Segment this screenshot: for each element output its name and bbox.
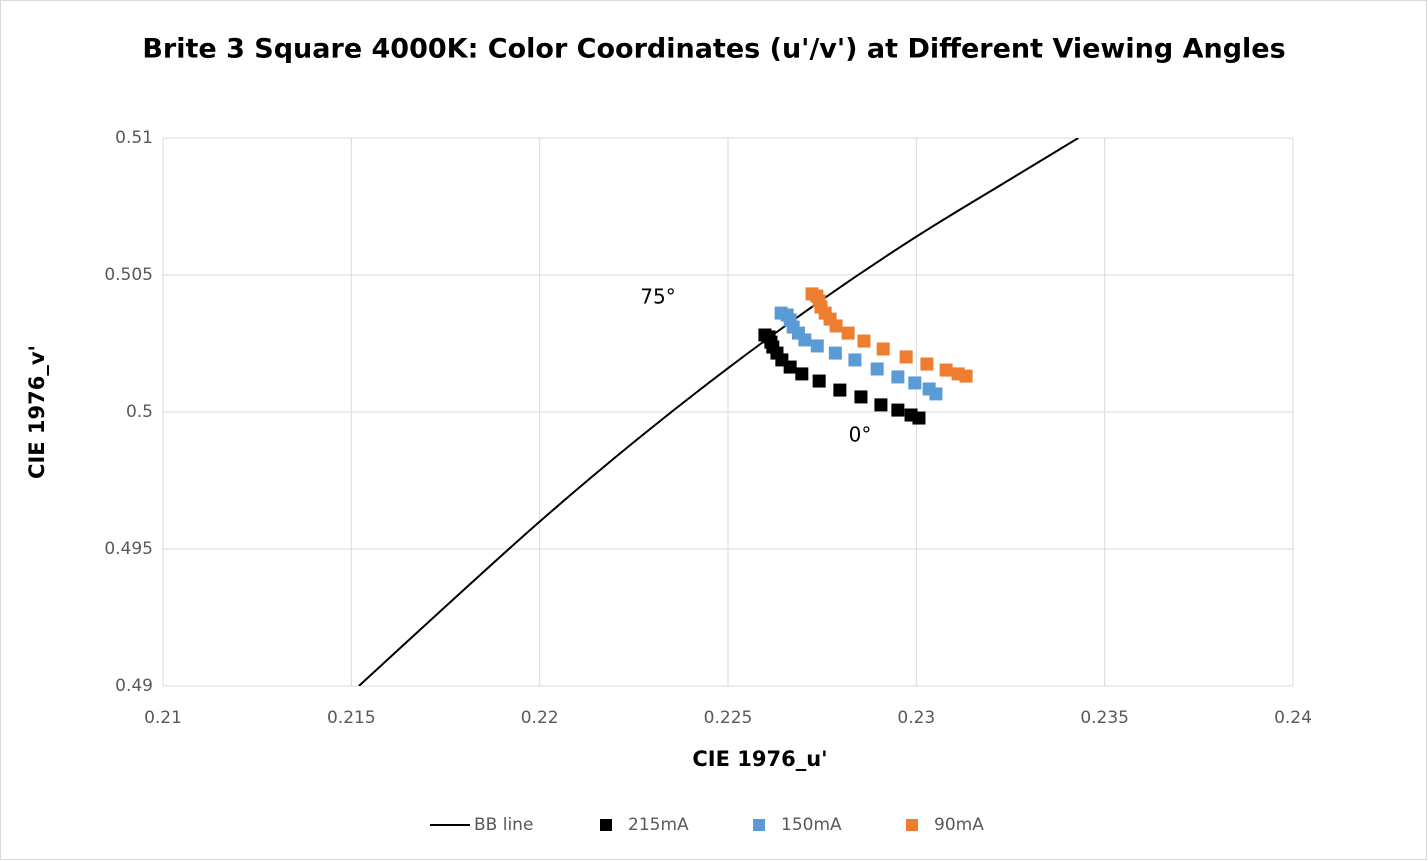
point: [891, 403, 905, 417]
x-tick-label: 0.21: [144, 708, 182, 728]
point: [912, 411, 926, 425]
point: [833, 383, 847, 397]
legend-label: 215mA: [628, 815, 689, 835]
point: [929, 387, 943, 401]
x-tick-label: 0.24: [1274, 708, 1312, 728]
point: [857, 334, 871, 348]
point: [876, 342, 890, 356]
x-tick-label: 0.215: [327, 708, 376, 728]
point: [854, 390, 868, 404]
point: [874, 398, 888, 412]
x-axis-label: CIE 1976_u': [692, 747, 827, 771]
point: [795, 367, 809, 381]
annotation: 75°: [640, 285, 675, 309]
point: [870, 362, 884, 376]
point: [920, 357, 934, 371]
bb-line: [358, 138, 1079, 686]
point: [828, 346, 842, 360]
y-tick-label: 0.49: [115, 676, 153, 696]
x-tick-label: 0.225: [704, 708, 753, 728]
legend-label: 90mA: [934, 815, 984, 835]
x-tick-label: 0.235: [1080, 708, 1129, 728]
point: [841, 326, 855, 340]
point: [812, 374, 826, 388]
point: [939, 363, 953, 377]
chart-title: Brite 3 Square 4000K: Color Coordinates …: [142, 34, 1285, 65]
legend-swatch: [600, 819, 612, 831]
y-tick-label: 0.5: [126, 402, 153, 422]
point: [798, 333, 812, 347]
legend-swatch: [906, 819, 918, 831]
point: [829, 319, 843, 333]
y-axis-label: CIE 1976_v': [25, 345, 49, 479]
y-tick-label: 0.51: [115, 128, 153, 148]
point: [959, 369, 973, 383]
legend-label: 150mA: [781, 815, 842, 835]
legend-label: BB line: [474, 815, 533, 835]
point: [848, 353, 862, 367]
y-tick-label: 0.505: [104, 265, 153, 285]
point: [899, 350, 913, 364]
legend-swatch: [753, 819, 765, 831]
point: [783, 360, 797, 374]
point: [891, 370, 905, 384]
point: [908, 376, 922, 390]
y-tick-label: 0.495: [104, 539, 153, 559]
x-tick-label: 0.23: [897, 708, 935, 728]
annotation: 0°: [849, 423, 872, 447]
point: [810, 339, 824, 353]
x-tick-label: 0.22: [521, 708, 559, 728]
